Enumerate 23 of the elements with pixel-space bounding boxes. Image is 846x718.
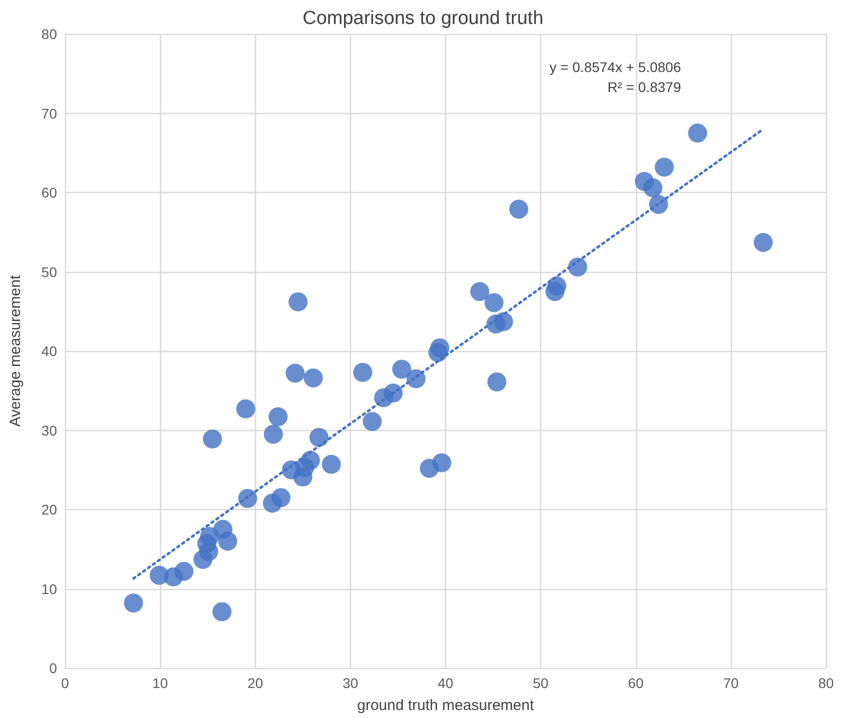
y-tick-label: 80 [41, 26, 58, 42]
x-tick-label: 10 [152, 675, 168, 691]
annotation: y = 0.8574x + 5.0806 [549, 59, 682, 75]
y-tick-label: 60 [41, 184, 58, 200]
y-tick-label: 0 [49, 660, 58, 676]
y-tick-label: 10 [41, 580, 58, 597]
annotation: R² = 0.8379 [607, 79, 682, 95]
y-tick-label: 50 [41, 264, 58, 280]
x-tick-label: 20 [247, 675, 264, 691]
y-axis-title: Average measurement [7, 274, 24, 427]
x-tick-label: 50 [532, 675, 549, 691]
chart-title: Comparisons to ground truth [302, 8, 544, 29]
x-axis-title: ground truth measurement [357, 697, 535, 714]
x-tick-label: 40 [438, 675, 454, 691]
x-tick-label: 70 [723, 675, 739, 691]
x-tick-label: 60 [628, 675, 644, 691]
x-tick-label: 30 [342, 675, 358, 691]
y-tick-label: 20 [41, 502, 58, 518]
y-tick-label: 40 [41, 343, 58, 359]
y-tick-label: 30 [41, 422, 58, 438]
y-tick-label: 70 [41, 105, 58, 122]
x-tick-label: 0 [61, 675, 70, 691]
x-tick-label: 80 [818, 675, 834, 691]
